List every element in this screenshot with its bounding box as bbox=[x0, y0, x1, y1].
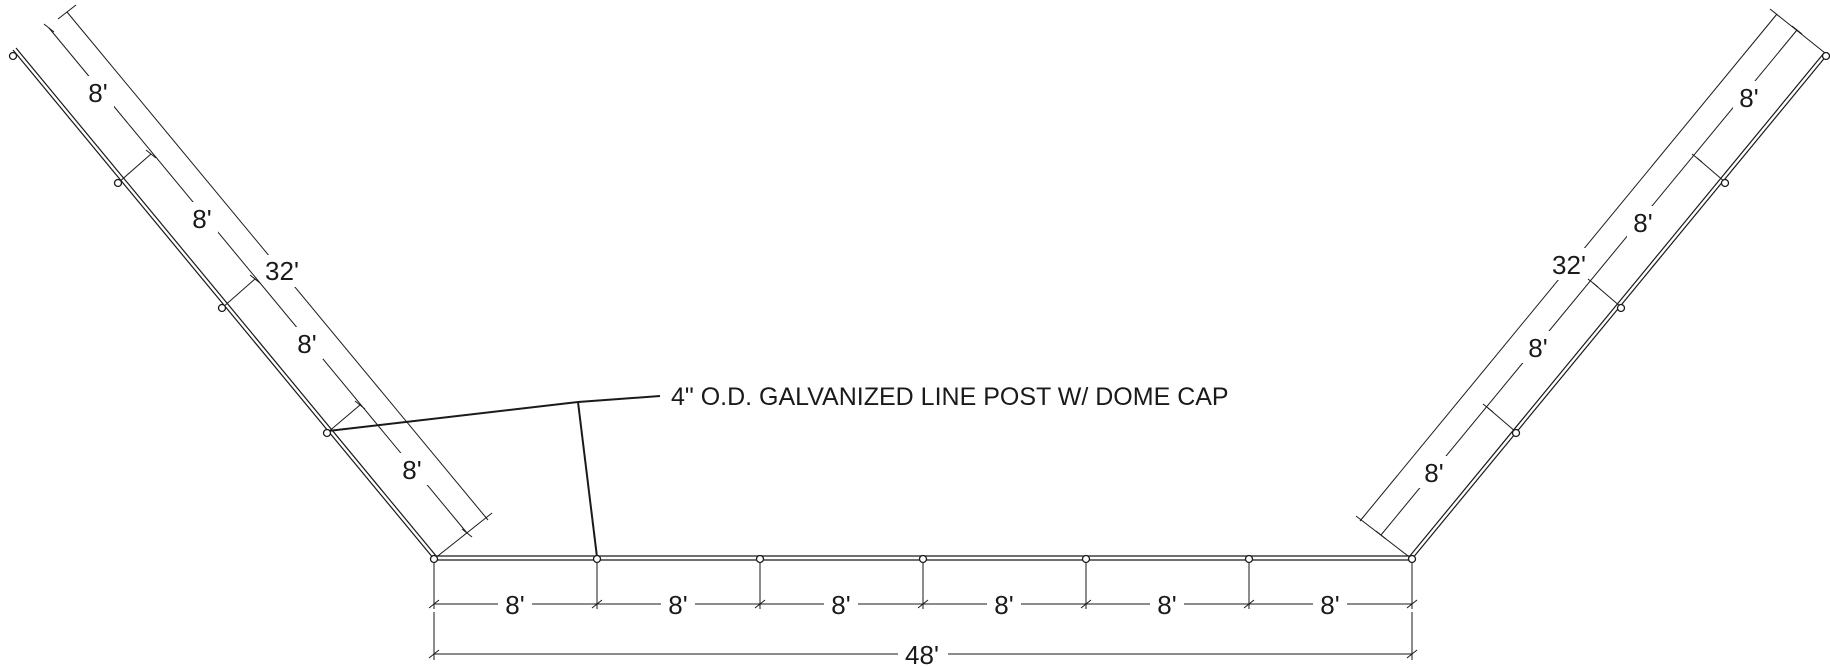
bottom-seg-mask-3 bbox=[824, 589, 858, 619]
bottom-seg-mask-6 bbox=[1313, 589, 1347, 619]
right-segment-label: 8' bbox=[1633, 208, 1652, 238]
bottom-tick bbox=[1406, 599, 1418, 609]
bottom-tick bbox=[917, 599, 929, 609]
right-seg-mask-4 bbox=[1733, 81, 1765, 113]
bottom-tick bbox=[1080, 599, 1092, 609]
left-total-label: 32' bbox=[265, 256, 299, 286]
left-tick-5 bbox=[461, 528, 473, 538]
bottom-segment-label: 8' bbox=[668, 590, 687, 620]
line-post bbox=[8, 51, 18, 61]
left-seg-mask-4 bbox=[396, 453, 428, 485]
left-total-ext-bottom bbox=[433, 512, 493, 560]
line-post bbox=[113, 178, 123, 188]
right-tick-1 bbox=[1375, 530, 1387, 540]
right-seg-mask-2 bbox=[1522, 331, 1554, 363]
right-post-ext-2 bbox=[1487, 407, 1517, 433]
bottom-tick bbox=[591, 599, 603, 609]
line-post-callout: 4" O.D. GALVANIZED LINE POST W/ DOME CAP bbox=[327, 383, 1229, 558]
bottom-tick bbox=[428, 599, 440, 609]
left-post-ext-2 bbox=[117, 153, 152, 184]
right-fence-line-inner bbox=[1408, 52, 1825, 558]
bottom-seg-mask-2 bbox=[661, 589, 695, 619]
right-total-dimension: 32' bbox=[1355, 8, 1830, 560]
line-post bbox=[1616, 303, 1626, 313]
bottom-segment-label: 8' bbox=[505, 590, 524, 620]
bottom-seg-mask-4 bbox=[987, 589, 1021, 619]
line-post bbox=[918, 554, 928, 564]
line-post bbox=[1244, 554, 1254, 564]
bottom-segment-label: 8' bbox=[994, 590, 1013, 620]
right-total-label: 32' bbox=[1552, 250, 1586, 280]
right-total-label-mask bbox=[1545, 248, 1593, 280]
left-total-dimension: 32' bbox=[57, 4, 493, 560]
bottom-total-tick-left bbox=[428, 649, 440, 659]
left-segment-label: 8' bbox=[297, 329, 316, 359]
left-segment-label: 8' bbox=[88, 78, 107, 108]
line-post bbox=[322, 428, 332, 438]
fence-lines bbox=[12, 47, 1828, 561]
bottom-total-dimension: 48' bbox=[428, 612, 1418, 667]
line-post bbox=[217, 303, 227, 313]
posts bbox=[8, 51, 1830, 564]
left-total-ext-top bbox=[57, 4, 77, 20]
left-post-ext-3 bbox=[221, 278, 256, 309]
line-post bbox=[1821, 51, 1830, 61]
bottom-segment-dimensions: 8' 8' 8' 8' 8' 8' bbox=[428, 563, 1418, 620]
bottom-total-tick-right bbox=[1406, 649, 1418, 659]
bottom-total-label-mask bbox=[898, 639, 948, 667]
right-post-ext-3 bbox=[1592, 282, 1622, 308]
right-segment-dimension-line bbox=[1380, 29, 1798, 536]
callout-leader-line bbox=[577, 401, 598, 558]
callout-note: 4" O.D. GALVANIZED LINE POST W/ DOME CAP bbox=[671, 383, 1229, 411]
line-post bbox=[1081, 554, 1091, 564]
left-seg-mask-2 bbox=[186, 202, 218, 234]
bottom-segment-label: 8' bbox=[1320, 590, 1339, 620]
left-fence-line-inner bbox=[15, 47, 438, 558]
right-post-ext-4 bbox=[1696, 157, 1726, 183]
corner-post bbox=[1407, 554, 1417, 564]
line-post bbox=[755, 554, 765, 564]
bottom-tick bbox=[1243, 599, 1255, 609]
right-segment-label: 8' bbox=[1739, 83, 1758, 113]
right-seg-mask-1 bbox=[1418, 456, 1450, 488]
bottom-segment-label: 8' bbox=[831, 590, 850, 620]
bottom-segment-label: 8' bbox=[1157, 590, 1176, 620]
left-segment-dimension-line bbox=[48, 27, 468, 534]
bottom-total-label: 48' bbox=[905, 640, 939, 667]
line-post bbox=[1511, 428, 1521, 438]
left-total-label-mask bbox=[257, 255, 305, 287]
left-segment-label: 8' bbox=[402, 455, 421, 485]
callout-leader-line bbox=[577, 395, 661, 403]
left-tick-1 bbox=[43, 23, 55, 33]
right-seg-mask-3 bbox=[1627, 206, 1659, 238]
left-post-ext-4 bbox=[326, 404, 361, 434]
line-post bbox=[1720, 178, 1730, 188]
left-segment-dimensions: 8' 8' 8' 8' bbox=[43, 23, 473, 538]
bottom-seg-mask-5 bbox=[1150, 589, 1184, 619]
right-tick-5 bbox=[1791, 25, 1803, 35]
right-segment-dimensions: 8' 8' 8' 8' bbox=[1375, 25, 1803, 540]
right-segment-label: 8' bbox=[1528, 333, 1547, 363]
left-segment-label: 8' bbox=[192, 204, 211, 234]
left-seg-mask-3 bbox=[291, 327, 323, 359]
callout-leader-line bbox=[327, 401, 579, 432]
bottom-tick bbox=[754, 599, 766, 609]
right-segment-label: 8' bbox=[1424, 458, 1443, 488]
left-seg-mask-1 bbox=[82, 76, 114, 108]
bottom-seg-mask-1 bbox=[498, 589, 532, 619]
corner-post bbox=[429, 554, 439, 564]
line-post bbox=[592, 554, 602, 564]
